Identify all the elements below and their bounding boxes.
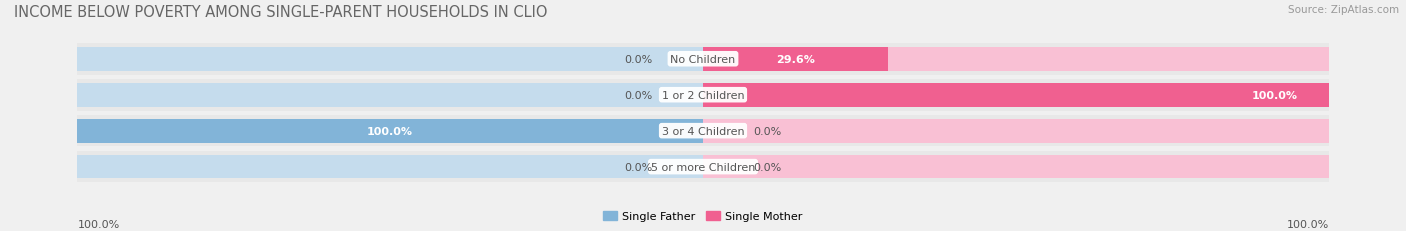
Bar — [703, 83, 1329, 107]
Text: 100.0%: 100.0% — [1286, 219, 1329, 229]
Bar — [77, 48, 703, 71]
Text: 0.0%: 0.0% — [754, 162, 782, 172]
Text: 100.0%: 100.0% — [77, 219, 120, 229]
Bar — [703, 48, 1329, 71]
Bar — [77, 119, 703, 143]
Bar — [703, 119, 1329, 143]
Text: Source: ZipAtlas.com: Source: ZipAtlas.com — [1288, 5, 1399, 15]
Text: INCOME BELOW POVERTY AMONG SINGLE-PARENT HOUSEHOLDS IN CLIO: INCOME BELOW POVERTY AMONG SINGLE-PARENT… — [14, 5, 547, 20]
Text: 1 or 2 Children: 1 or 2 Children — [662, 90, 744, 100]
Bar — [703, 48, 889, 71]
Bar — [703, 155, 1329, 179]
Bar — [703, 83, 1329, 107]
Text: 0.0%: 0.0% — [624, 90, 652, 100]
Legend: Single Father, Single Mother: Single Father, Single Mother — [599, 206, 807, 225]
Text: 0.0%: 0.0% — [754, 126, 782, 136]
Text: 100.0%: 100.0% — [367, 126, 413, 136]
Text: No Children: No Children — [671, 55, 735, 64]
Text: 0.0%: 0.0% — [624, 162, 652, 172]
Text: 100.0%: 100.0% — [1251, 90, 1298, 100]
Bar — [77, 119, 703, 143]
Bar — [77, 83, 703, 107]
Text: 5 or more Children: 5 or more Children — [651, 162, 755, 172]
Text: 3 or 4 Children: 3 or 4 Children — [662, 126, 744, 136]
Text: 0.0%: 0.0% — [624, 55, 652, 64]
Text: 29.6%: 29.6% — [776, 55, 815, 64]
Bar — [77, 155, 703, 179]
